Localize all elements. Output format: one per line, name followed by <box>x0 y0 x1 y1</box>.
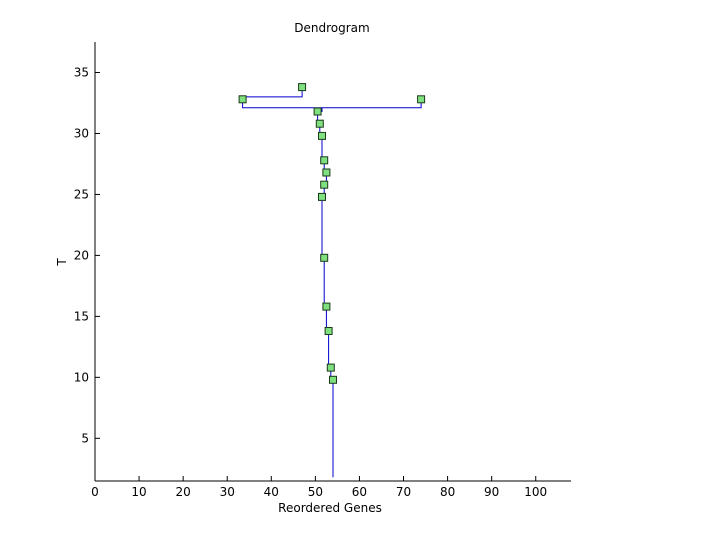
dendrogram-node-14 <box>326 363 335 372</box>
x-tick-label: 70 <box>396 485 411 499</box>
x-tick-label: 90 <box>484 485 499 499</box>
y-tick-label: 5 <box>81 431 89 445</box>
y-axis-title: T <box>55 258 69 267</box>
y-tick-label: 20 <box>74 248 89 262</box>
dendrogram-node-15 <box>329 375 337 384</box>
x-tick-label: 0 <box>91 485 99 499</box>
dendrogram-node-3 <box>417 95 426 104</box>
y-tick-label: 10 <box>74 370 89 384</box>
x-axis-title: Reordered Genes <box>278 501 382 515</box>
dendrogram-node-13 <box>324 327 333 335</box>
dendrogram-branch-2 <box>242 99 422 109</box>
dendrogram-node-9 <box>320 180 329 189</box>
dendrogram-node-2 <box>238 95 247 104</box>
dendrogram-node-11 <box>320 253 329 262</box>
dendrogram-node-4 <box>313 107 322 116</box>
dendrogram-node-6 <box>318 131 326 140</box>
chart-title: Dendrogram <box>294 21 369 35</box>
dendrogram-node-10 <box>318 192 326 201</box>
y-tick-label: 35 <box>74 65 89 79</box>
y-tick-label: 30 <box>74 126 89 140</box>
x-tick-label: 30 <box>220 485 235 499</box>
axes: 0 10 20 30 40 50 60 70 80 90 100 5 10 15 20 25 30 35 <box>74 42 571 499</box>
x-tick-label: 100 <box>524 485 547 499</box>
x-tick-label: 10 <box>131 485 146 499</box>
plot-area <box>238 83 426 478</box>
y-tick-label: 15 <box>74 309 89 323</box>
dendrogram-node-8 <box>322 168 331 177</box>
x-tick-label: 20 <box>176 485 191 499</box>
x-tick-label: 80 <box>440 485 455 499</box>
x-tick-label: 40 <box>264 485 279 499</box>
x-tick-label: 60 <box>352 485 367 499</box>
dendrogram-node-12 <box>322 302 331 311</box>
dendrogram-node-7 <box>320 156 329 165</box>
x-tick-label: 50 <box>308 485 323 499</box>
dendrogram-node-1 <box>298 83 307 92</box>
dendrogram-node-5 <box>315 119 324 128</box>
y-tick-label: 25 <box>74 187 89 201</box>
